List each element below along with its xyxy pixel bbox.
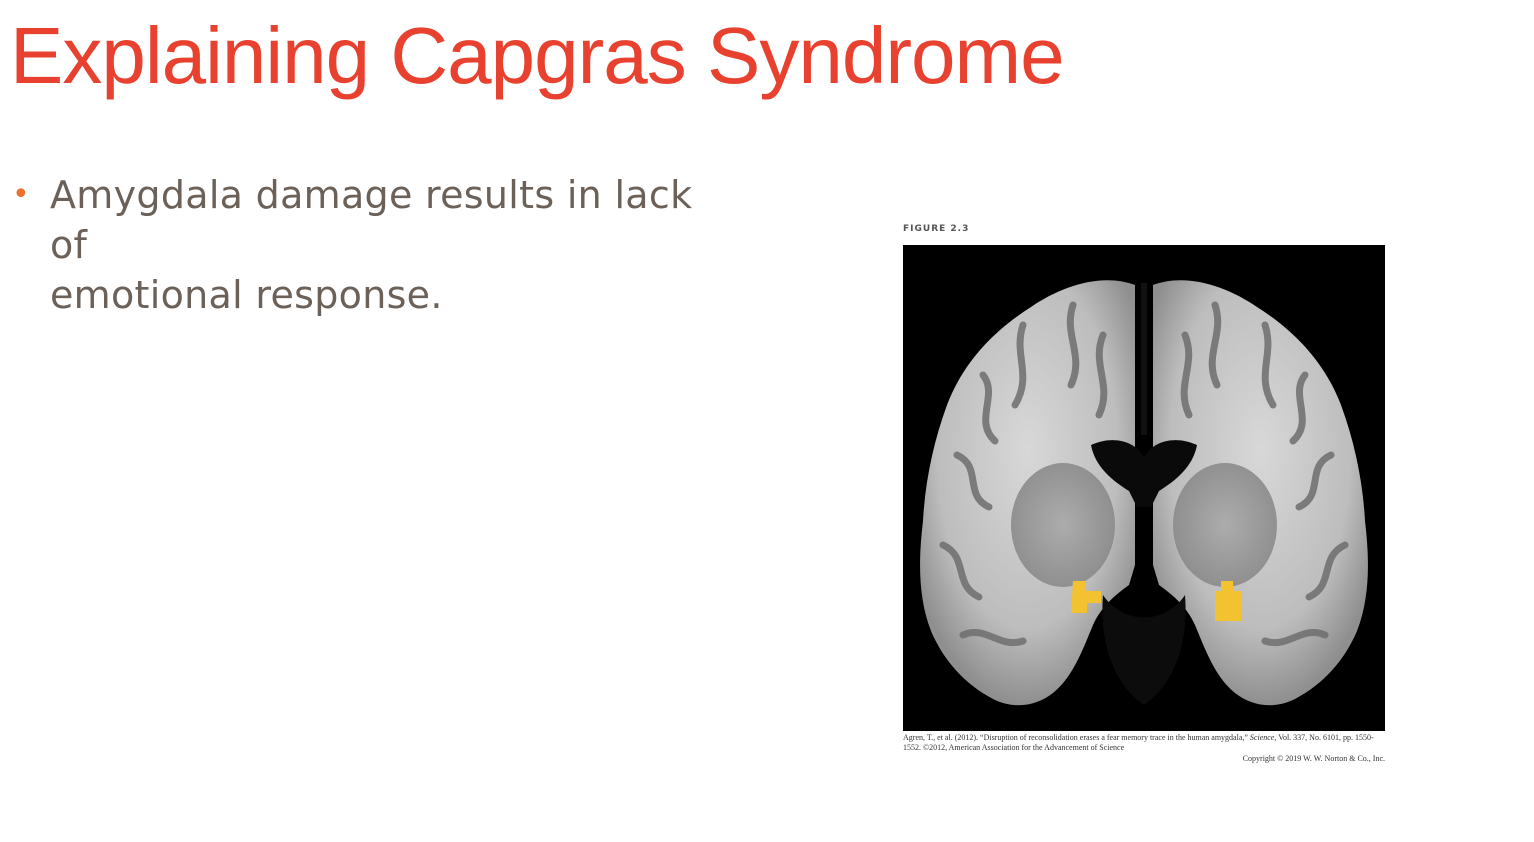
amygdala-right-highlight xyxy=(1215,581,1241,621)
caption-text-part-2: , Vol. 337, No. 6101, pp. 1550-1552. ©20… xyxy=(903,733,1374,752)
bullet-list: • Amygdala damage results in lack of emo… xyxy=(12,170,732,320)
bullet-text-line-1: Amygdala damage results in lack of xyxy=(50,173,693,267)
figure-copyright: Copyright © 2019 W. W. Norton & Co., Inc… xyxy=(1242,754,1385,763)
amygdala-left-highlight xyxy=(1071,581,1101,613)
bullet-marker: • xyxy=(12,177,30,212)
figure-caption: Agren, T., et al. (2012). “Disruption of… xyxy=(903,733,1385,753)
caption-text-part-1: Agren, T., et al. (2012). “Disruption of… xyxy=(903,733,1250,742)
figure-label: FIGURE 2.3 xyxy=(903,224,970,234)
bullet-item: • Amygdala damage results in lack of emo… xyxy=(12,170,732,320)
brain-mri-image xyxy=(903,245,1385,731)
slide-title: Explaining Capgras Syndrome xyxy=(10,11,1065,100)
lateral-ventricles xyxy=(1091,440,1197,507)
caption-journal: Science xyxy=(1249,733,1275,742)
bullet-text-line-2: emotional response. xyxy=(50,273,443,317)
figure: FIGURE 2.3 xyxy=(903,222,1385,765)
